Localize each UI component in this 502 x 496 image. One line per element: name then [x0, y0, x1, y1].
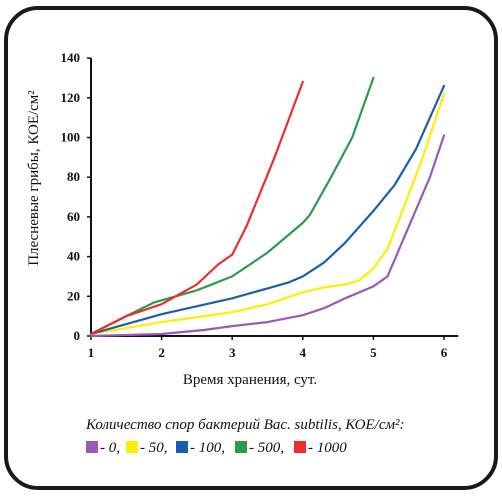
legend-label: - 1000: [308, 440, 347, 456]
legend-swatch: [235, 441, 247, 453]
x-tick-label: 3: [229, 345, 236, 360]
series-line: [89, 80, 304, 336]
y-tick-label: 140: [61, 50, 81, 65]
x-tick-label: 5: [370, 345, 377, 360]
series-line: [89, 84, 446, 336]
y-axis-label: Плесневые грибы, КОЕ/см²: [26, 90, 42, 266]
series-line: [89, 92, 446, 336]
y-tick-label: 20: [67, 288, 80, 303]
legend-swatch: [86, 441, 98, 453]
y-tick-label: 120: [61, 90, 81, 105]
legend-swatch: [294, 441, 306, 453]
legend-swatch: [126, 441, 138, 453]
chart-frame: [4, 6, 498, 490]
y-tick-label: 40: [67, 249, 80, 264]
legend-label: - 100,: [190, 440, 225, 456]
legend-label: - 0,: [100, 440, 120, 456]
axes: [87, 57, 459, 340]
legend-label: - 500,: [249, 440, 284, 456]
x-axis-label: Время хранения, сут.: [183, 372, 317, 388]
series-line: [89, 76, 375, 336]
legend-swatch: [176, 441, 188, 453]
series-line: [89, 134, 446, 338]
series-lines: [89, 76, 446, 338]
legend: - 0, - 50, - 100, - 500, - 1000: [86, 440, 347, 456]
legend-title: Количество спор бактерий Bac. subtilis, …: [85, 417, 405, 433]
y-tick-label: 60: [67, 209, 80, 224]
y-tick-label: 100: [61, 130, 81, 145]
y-tick-label: 80: [67, 169, 80, 184]
x-tick-label: 1: [88, 345, 95, 360]
y-tick-label: 0: [74, 328, 81, 343]
x-tick-label: 6: [441, 345, 448, 360]
x-tick-label: 4: [300, 345, 307, 360]
legend-label: - 50,: [140, 440, 168, 456]
x-tick-label: 2: [158, 345, 165, 360]
